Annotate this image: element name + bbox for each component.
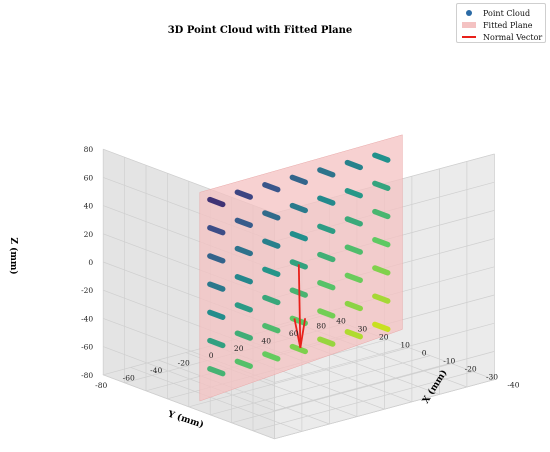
data-point <box>207 309 226 320</box>
x-tick-label: 30 <box>358 325 368 334</box>
data-point <box>372 180 391 191</box>
floor-gridline <box>130 367 303 432</box>
y-tick-label: 40 <box>261 336 271 345</box>
data-point <box>372 152 391 163</box>
data-point <box>207 366 226 377</box>
x-tick-label: -40 <box>507 381 519 390</box>
data-point <box>234 274 253 285</box>
data-point <box>262 294 281 306</box>
y-tick-label: -40 <box>150 366 162 375</box>
data-point <box>372 321 391 332</box>
data-point <box>234 358 253 369</box>
data-point <box>289 231 308 242</box>
y-axis-label: Y (mm) <box>165 408 205 430</box>
x-tick-label: 0 <box>422 349 427 358</box>
data-point <box>289 202 308 214</box>
data-point <box>344 272 363 283</box>
data-point <box>372 293 391 304</box>
z-tick-label: 80 <box>84 145 94 154</box>
floor-gridline <box>158 359 330 425</box>
x-tick-label: 10 <box>400 341 410 350</box>
side-gridline <box>103 374 275 440</box>
back-gridline <box>274 351 495 411</box>
back-gridline <box>274 322 495 383</box>
z-axis-label: Z (mm) <box>8 237 19 274</box>
data-point <box>262 266 281 277</box>
legend-item-normal-vector: Normal Vector <box>461 31 542 43</box>
z-tick-label: 60 <box>84 173 94 182</box>
legend-label: Point Cloud <box>483 8 531 18</box>
normal-vector-arrowhead <box>299 318 307 349</box>
fitted-plane-swatch-icon <box>461 19 477 31</box>
z-tick-label: -60 <box>81 343 93 352</box>
data-point <box>317 336 336 347</box>
data-point <box>317 280 336 291</box>
data-point <box>207 225 226 236</box>
data-point <box>262 323 281 334</box>
data-point <box>344 329 363 340</box>
data-point <box>344 159 363 171</box>
normal-vector-line-icon <box>461 31 477 43</box>
data-point <box>317 223 336 234</box>
y-tick-label: 60 <box>289 329 299 338</box>
data-point <box>207 281 226 292</box>
y-tick-label: -60 <box>123 373 135 382</box>
data-point <box>344 300 363 312</box>
data-point <box>372 208 391 220</box>
legend-item-point-cloud: Point Cloud <box>461 7 530 19</box>
data-point <box>207 253 226 264</box>
back-gridline <box>274 379 495 440</box>
z-tick-label: 40 <box>84 202 94 211</box>
point-cloud-marker-icon <box>461 7 477 19</box>
x-tick-label: 20 <box>379 333 389 342</box>
x-tick-label: 40 <box>336 317 346 326</box>
chart-title: 3D Point Cloud with Fitted Plane <box>168 25 353 36</box>
data-point <box>262 238 281 249</box>
y-tick-label: -80 <box>95 381 107 390</box>
data-point <box>234 245 253 257</box>
x-tick-label: -10 <box>443 357 455 366</box>
z-tick-label: -40 <box>81 314 93 323</box>
side-gridline <box>103 346 275 411</box>
z-tick-label: -20 <box>81 286 93 295</box>
legend-item-fitted-plane: Fitted Plane <box>461 19 533 31</box>
data-point <box>372 237 391 248</box>
data-point <box>317 251 336 263</box>
data-point <box>262 351 281 362</box>
data-point <box>317 195 336 206</box>
data-point <box>372 265 391 276</box>
y-tick-label: 80 <box>316 322 326 331</box>
data-point <box>344 216 363 227</box>
data-point <box>207 337 226 349</box>
x-tick-label: -20 <box>465 365 477 374</box>
z-tick-label: -80 <box>81 371 93 380</box>
legend-label: Fitted Plane <box>483 20 533 30</box>
data-point <box>262 210 281 221</box>
legend-label: Normal Vector <box>483 32 543 42</box>
data-point <box>262 182 281 193</box>
data-point <box>289 174 308 185</box>
data-point <box>207 196 226 208</box>
x-tick-label: -30 <box>486 373 498 382</box>
data-point <box>289 343 308 355</box>
data-point <box>234 189 253 200</box>
data-point <box>317 167 336 178</box>
data-point <box>234 330 253 341</box>
z-tick-label: 0 <box>88 258 93 267</box>
data-point <box>344 188 363 199</box>
y-tick-label: 0 <box>209 351 214 360</box>
data-point <box>234 302 253 313</box>
normal-vector-line <box>297 264 302 348</box>
normal-vector-arrowhead <box>293 318 302 349</box>
z-tick-label: 20 <box>84 230 94 239</box>
data-point <box>317 308 336 319</box>
y-tick-label: 20 <box>234 344 244 353</box>
y-tick-label: -20 <box>178 359 190 368</box>
data-point <box>344 244 363 255</box>
data-point <box>234 217 253 228</box>
legend: Point Cloud Fitted Plane Normal Vector <box>456 3 546 43</box>
